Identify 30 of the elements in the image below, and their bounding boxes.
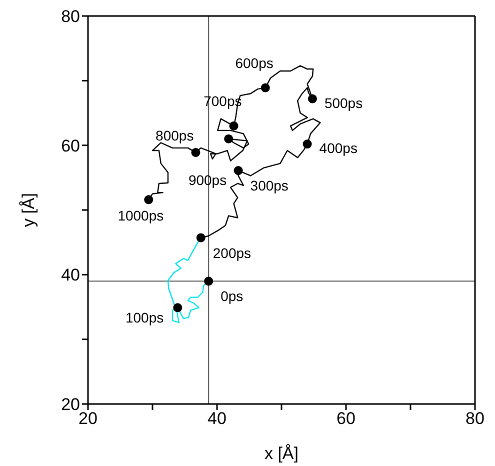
- annotation: 200ps: [212, 244, 252, 261]
- annotation: 0ps: [220, 288, 244, 304]
- annotation: 1000ps: [118, 208, 164, 224]
- x-axis-title: x [Å]: [264, 444, 299, 463]
- annotation: 500ps: [324, 94, 363, 111]
- point: [308, 94, 317, 104]
- y-axis-title: y [Å]: [19, 192, 38, 228]
- point: [260, 83, 270, 92]
- x-tick-label: 60: [336, 409, 356, 428]
- point: [173, 303, 182, 312]
- point: [224, 134, 234, 144]
- y-tick-label: 80: [61, 7, 80, 26]
- point: [234, 166, 243, 176]
- point: [229, 121, 238, 130]
- point: [196, 233, 206, 242]
- annotation: 600ps: [235, 54, 274, 71]
- point: [302, 140, 312, 149]
- annotation: 800ps: [156, 127, 194, 144]
- annotation: 300ps: [250, 178, 288, 194]
- point: [204, 276, 214, 286]
- y-tick-label: 60: [61, 136, 80, 156]
- point: [191, 148, 200, 157]
- annotation: 400ps: [319, 140, 358, 156]
- x-tick-label: 40: [208, 409, 226, 428]
- annotation: 100ps: [126, 310, 164, 326]
- x-tick-label: 20: [78, 409, 98, 428]
- point: [144, 195, 154, 204]
- x-tick-label: 80: [466, 409, 484, 428]
- y-tick-label: 20: [61, 395, 80, 414]
- y-tick-label: 40: [61, 266, 80, 285]
